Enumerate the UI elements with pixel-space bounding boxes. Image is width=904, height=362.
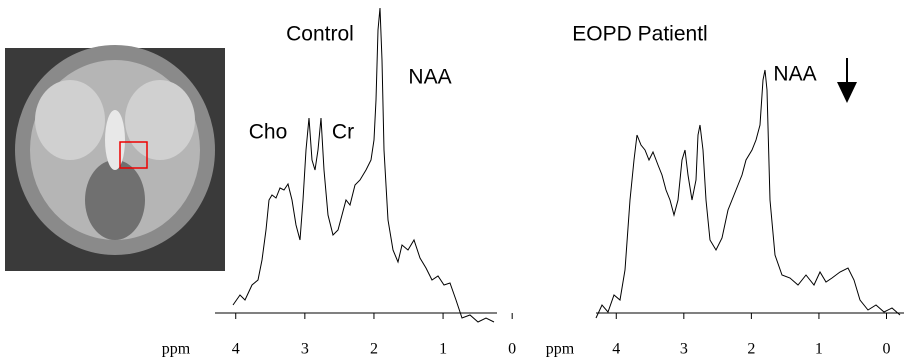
axis-label: ppm (162, 341, 191, 358)
x-tick-label: 2 (370, 341, 378, 358)
x-tick-label: 2 (747, 341, 755, 358)
panel-title: Control (286, 23, 354, 46)
spectrum-trace (233, 8, 494, 322)
annotation: NAA (773, 63, 816, 86)
annotation: Cho (249, 121, 288, 144)
spectrum-trace (596, 70, 900, 318)
page: Control NAA Cho Cr EOPD Patientl NAA ppm… (0, 0, 904, 362)
annotation: Cr (332, 121, 354, 144)
x-tick-label: 1 (815, 341, 823, 358)
x-tick-label: 4 (232, 341, 240, 358)
mri-image (5, 45, 225, 271)
axis-label: ppm (546, 341, 575, 358)
panel-title: EOPD Patientl (572, 23, 707, 46)
figure: Control NAA Cho Cr EOPD Patientl NAA ppm… (0, 0, 904, 362)
x-tick-label: 0 (508, 341, 516, 358)
x-tick-label: 0 (882, 341, 890, 358)
arrow (837, 58, 857, 103)
annotation: NAA (408, 66, 451, 89)
x-tick-label: 3 (680, 341, 688, 358)
x-tick-label: 3 (301, 341, 309, 358)
x-tick-label: 4 (612, 341, 620, 358)
x-tick-label: 1 (439, 341, 447, 358)
